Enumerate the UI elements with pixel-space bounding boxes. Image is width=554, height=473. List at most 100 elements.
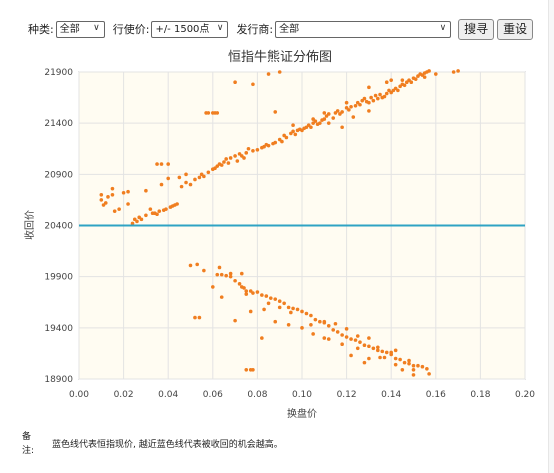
y-tick-label: 19900 <box>44 273 73 283</box>
data-point <box>112 209 117 213</box>
search-button[interactable]: 搜寻 <box>458 18 495 40</box>
data-point <box>224 157 228 161</box>
note-text: 蓝色线代表恒指现价, 越近蓝色线代表被收回的机会越高。 <box>52 440 283 450</box>
x-tick-label: 0.16 <box>426 390 446 400</box>
data-point <box>159 182 164 187</box>
data-point <box>242 286 246 290</box>
data-point <box>126 202 130 206</box>
data-point <box>413 77 418 81</box>
data-point <box>335 330 340 334</box>
data-point <box>106 195 110 199</box>
data-point <box>378 92 382 97</box>
data-point <box>393 362 398 367</box>
data-point <box>398 357 402 362</box>
data-point <box>226 161 231 165</box>
data-point <box>353 103 358 108</box>
x-axis-label: 换盘价 <box>287 407 317 420</box>
data-point <box>291 123 295 128</box>
data-point <box>239 271 244 276</box>
data-point <box>242 156 246 160</box>
data-point <box>389 78 394 82</box>
data-point <box>326 121 331 125</box>
data-point <box>277 305 282 310</box>
data-point <box>184 180 188 185</box>
data-point <box>384 91 389 96</box>
data-point <box>344 327 349 331</box>
data-point <box>427 69 431 73</box>
data-point <box>188 182 193 187</box>
data-point <box>313 317 318 322</box>
data-point <box>367 85 371 90</box>
data-point <box>291 129 295 134</box>
issuer-select-value: 全部 <box>279 23 300 35</box>
data-point <box>266 143 271 148</box>
data-point <box>202 174 206 179</box>
data-point <box>400 367 405 372</box>
data-point <box>286 305 291 310</box>
data-point <box>382 355 387 360</box>
data-point <box>286 322 291 327</box>
data-point <box>400 78 405 82</box>
data-point <box>260 336 264 340</box>
data-point <box>148 207 153 211</box>
x-tick-label: 0.18 <box>470 390 490 400</box>
data-point <box>411 373 416 377</box>
data-point <box>273 140 278 145</box>
chevron-down-icon: ∨ <box>439 22 447 33</box>
y-axis-ticks: 18900 19400 19900 20400 20900 21400 21900 <box>44 68 73 385</box>
data-point <box>322 117 327 121</box>
data-point <box>367 100 371 105</box>
data-point <box>295 307 300 312</box>
data-point <box>371 346 376 351</box>
data-point <box>318 319 322 324</box>
data-point <box>244 289 249 293</box>
data-point <box>195 262 199 267</box>
data-point <box>376 345 380 350</box>
data-point <box>228 271 233 276</box>
data-point <box>309 125 313 130</box>
data-point <box>407 358 411 363</box>
data-point <box>273 319 278 324</box>
data-point <box>373 93 378 98</box>
strike-select[interactable]: +/- 1500点 ∨ <box>151 20 229 38</box>
data-point <box>277 70 282 74</box>
data-point <box>416 363 420 368</box>
data-point <box>291 306 295 311</box>
data-point <box>362 343 367 348</box>
data-point <box>402 83 407 88</box>
data-point <box>402 360 407 365</box>
data-point <box>248 309 253 314</box>
data-point <box>255 147 260 152</box>
data-point <box>251 367 255 372</box>
data-point <box>335 109 340 113</box>
data-point <box>211 285 215 289</box>
type-select[interactable]: 全部 ∨ <box>55 20 105 38</box>
data-point <box>309 313 313 318</box>
data-point <box>422 75 427 79</box>
data-point <box>166 162 170 166</box>
data-point <box>456 69 460 73</box>
data-points <box>99 69 460 377</box>
data-point <box>266 301 271 306</box>
data-point <box>260 293 264 297</box>
data-point <box>333 321 338 326</box>
data-point <box>155 162 159 166</box>
y-axis-label: 收回价 <box>23 210 36 240</box>
data-point <box>396 88 400 93</box>
scatter-chart: 恒指牛熊证分佈图 0.00 0.02 0.04 0.06 0.08 0.10 0.12 0.1… <box>23 49 535 420</box>
issuer-select[interactable]: 全部 ∨ <box>275 20 452 38</box>
data-point <box>358 102 362 107</box>
data-point <box>434 72 438 76</box>
data-point <box>311 332 315 336</box>
data-point <box>266 72 271 76</box>
data-point <box>326 112 331 116</box>
chevron-down-icon: ∨ <box>93 22 100 33</box>
data-point <box>369 95 373 100</box>
reset-button[interactable]: 重设 <box>497 18 534 40</box>
x-tick-label: 0.10 <box>292 390 312 400</box>
data-point <box>340 342 344 347</box>
data-point <box>378 355 382 360</box>
y-tick-label: 19400 <box>44 324 73 334</box>
data-point <box>262 307 266 312</box>
